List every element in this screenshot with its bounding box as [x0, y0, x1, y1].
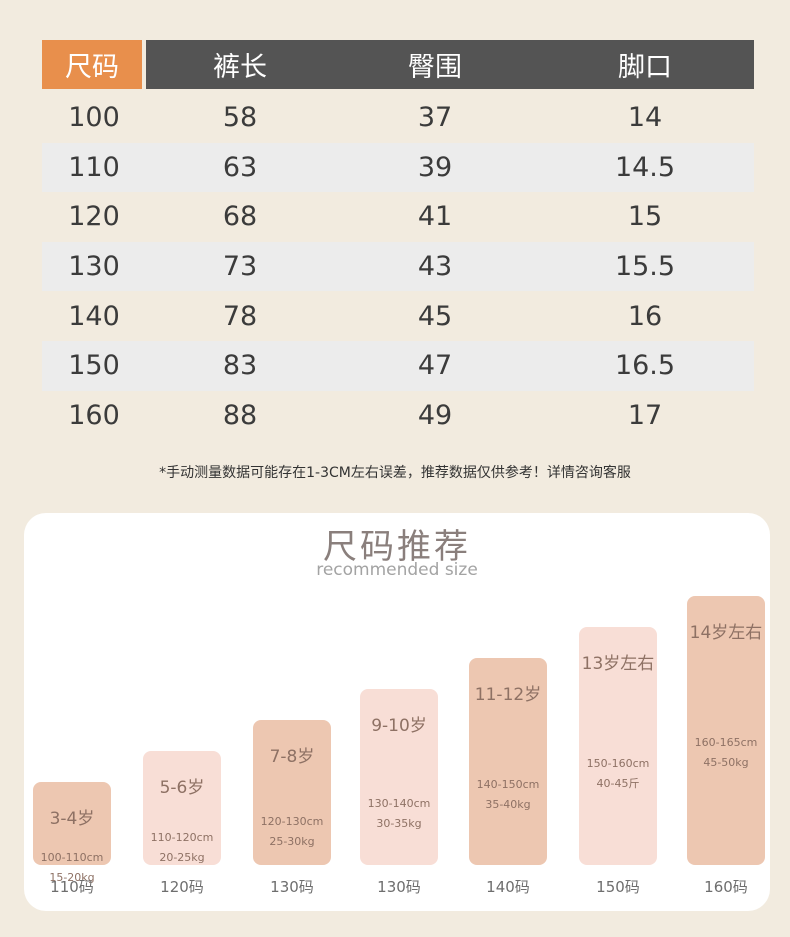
- bar-spec: 130-140cm 30-35kg: [360, 794, 438, 834]
- table-row: 160 88 49 17: [42, 391, 754, 441]
- cell-leg-opening: 17: [627, 399, 663, 431]
- bar-age-label: 5-6岁: [159, 778, 205, 798]
- table-row: 150 83 47 16.5: [42, 340, 754, 391]
- cell-leg-opening: 16.5: [614, 350, 676, 382]
- cell-pants-length: 63: [222, 151, 258, 183]
- cell-hip: 37: [417, 102, 453, 134]
- table-row: 100 58 37 14: [42, 93, 754, 143]
- cell-size: 150: [68, 350, 120, 382]
- cell-size: 140: [68, 300, 120, 332]
- cell-pants-length: 88: [222, 399, 258, 431]
- bar-size-label: 160码: [704, 878, 748, 896]
- bar-age-label: 7-8岁: [269, 747, 315, 767]
- bar-spec: 150-160cm 40-45斤: [579, 754, 657, 794]
- bar-height-range: 120-130cm: [260, 815, 324, 828]
- size-bar: 11-12岁 140-150cm 35-40kg: [469, 658, 547, 865]
- cell-hip: 39: [417, 151, 453, 183]
- cell-size: 110: [68, 151, 120, 183]
- size-bar: 3-4岁 100-110cm 15-20kg: [33, 782, 111, 884]
- header-pants-length: 裤长: [146, 40, 334, 89]
- card-subtitle: recommended size: [316, 560, 478, 580]
- bar-weight-range: 20-25kg: [159, 851, 205, 864]
- bar-height-range: 140-150cm: [476, 778, 540, 791]
- card-title: 尺码推荐: [323, 527, 471, 567]
- bar-weight-range: 45-50kg: [703, 756, 749, 769]
- bar-spec: 160-165cm 45-50kg: [687, 733, 765, 773]
- recommendation-card: 尺码推荐 recommended size 3-4岁 100-110cm 15-20…: [24, 513, 770, 911]
- bar-spec: 120-130cm 25-30kg: [253, 812, 331, 852]
- size-bar: 13岁左右 150-160cm 40-45斤: [579, 627, 657, 865]
- cell-pants-length: 68: [222, 201, 258, 233]
- cell-hip: 43: [417, 251, 453, 283]
- cell-hip: 47: [417, 350, 453, 382]
- bar-age-label: 9-10岁: [371, 716, 427, 736]
- bar-weight-range: 25-30kg: [269, 835, 315, 848]
- cell-size: 130: [68, 251, 120, 283]
- bar-age-label: 3-4岁: [49, 809, 95, 829]
- table-body: 100 58 37 14 110 63 39 14.5 120 68 41 15 130 73 43 15.5…: [42, 93, 754, 440]
- table-row: 140 78 45 16: [42, 291, 754, 341]
- size-bar: 7-8岁 120-130cm 25-30kg: [253, 720, 331, 865]
- cell-leg-opening: 15.5: [614, 251, 676, 283]
- bar-size-label: 140码: [486, 878, 530, 896]
- bar-size-label: 120码: [160, 878, 204, 896]
- bar-height-range: 150-160cm: [586, 757, 650, 770]
- bar-height-range: 100-110cm: [40, 851, 104, 864]
- cell-hip: 41: [417, 201, 453, 233]
- size-bar: 9-10岁 130-140cm 30-35kg: [360, 689, 438, 865]
- bar-height-range: 110-120cm: [150, 831, 214, 844]
- cell-pants-length: 58: [222, 102, 258, 134]
- cell-leg-opening: 16: [627, 300, 663, 332]
- table-row: 120 68 41 15: [42, 192, 754, 242]
- cell-size: 160: [68, 399, 120, 431]
- cell-size: 100: [68, 102, 120, 134]
- measurement-note: *手动测量数据可能存在1-3CM左右误差，推荐数据仅供参考！详情咨询客服: [159, 465, 631, 481]
- table-header: 尺码 裤长 臀围 脚口: [42, 40, 754, 89]
- bar-spec: 110-120cm 20-25kg: [143, 828, 221, 868]
- bar-size-label: 130码: [270, 878, 314, 896]
- bar-height-range: 130-140cm: [367, 797, 431, 810]
- bar-height-range: 160-165cm: [694, 736, 758, 749]
- bar-size-label: 110码: [50, 878, 94, 896]
- bar-weight-range: 30-35kg: [376, 817, 422, 830]
- bar-weight-range: 15-20kg: [49, 871, 95, 884]
- bar-spec: 100-110cm 15-20kg: [33, 848, 111, 888]
- size-bar: 5-6岁 110-120cm 20-25kg: [143, 751, 221, 865]
- size-table: 尺码 裤长 臀围 脚口 100 58 37 14 110 63 39 14.5 120 68 41 1…: [42, 40, 754, 440]
- bar-weight-range: 35-40kg: [485, 798, 531, 811]
- table-row: 110 63 39 14.5: [42, 142, 754, 193]
- cell-hip: 45: [417, 300, 453, 332]
- bar-spec: 140-150cm 35-40kg: [469, 775, 547, 815]
- cell-size: 120: [68, 201, 120, 233]
- cell-leg-opening: 15: [627, 201, 663, 233]
- cell-pants-length: 73: [222, 251, 258, 283]
- cell-pants-length: 78: [222, 300, 258, 332]
- table-row: 130 73 43 15.5: [42, 241, 754, 292]
- size-bar: 14岁左右 160-165cm 45-50kg: [687, 596, 765, 865]
- bar-weight-range: 40-45斤: [596, 777, 640, 790]
- cell-hip: 49: [417, 399, 453, 431]
- bar-age-label: 11-12岁: [474, 685, 542, 705]
- header-hip: 臀围: [334, 40, 536, 89]
- bar-size-label: 130码: [377, 878, 421, 896]
- size-chart: 3-4岁 100-110cm 15-20kg 110码 5-6岁 110-120cm 20-…: [24, 513, 770, 911]
- bar-size-label: 150码: [596, 878, 640, 896]
- bar-age-label: 13岁左右: [581, 654, 655, 674]
- bar-age-label: 14岁左右: [689, 623, 763, 643]
- cell-leg-opening: 14.5: [614, 151, 676, 183]
- cell-pants-length: 83: [222, 350, 258, 382]
- header-leg-opening: 脚口: [536, 40, 754, 89]
- header-size: 尺码: [42, 40, 142, 89]
- cell-leg-opening: 14: [627, 102, 663, 134]
